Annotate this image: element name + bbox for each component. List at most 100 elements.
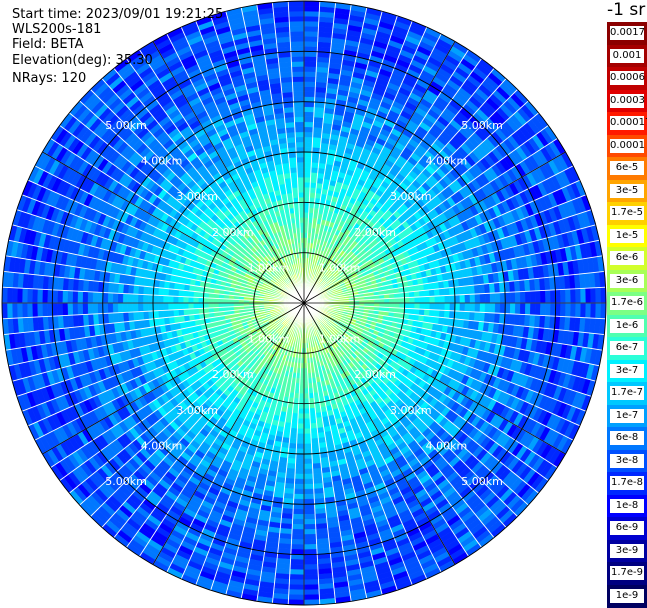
range-gate <box>304 172 311 177</box>
range-gate <box>310 187 316 193</box>
range-gate <box>450 303 455 311</box>
range-gate <box>439 288 445 296</box>
range-gate <box>304 444 312 449</box>
range-gate <box>304 97 315 102</box>
range-gate <box>289 585 304 590</box>
range-gate <box>311 428 318 434</box>
range-gate <box>295 469 304 474</box>
range-gate <box>469 312 475 321</box>
range-gate <box>291 418 298 424</box>
range-gate <box>520 291 525 303</box>
range-gate <box>304 117 314 122</box>
range-gate <box>311 433 318 439</box>
range-gate <box>289 595 305 601</box>
range-gate <box>400 303 405 308</box>
range-gate <box>304 1 320 6</box>
range-gate <box>581 303 586 318</box>
range-gate <box>545 303 550 316</box>
range-gate <box>304 182 310 187</box>
range-gate <box>565 303 570 317</box>
range-gate <box>304 514 315 519</box>
range-gate <box>304 585 319 590</box>
range-gate <box>304 574 319 579</box>
range-gate <box>470 303 475 312</box>
range-gate <box>425 296 430 303</box>
range-gate <box>445 303 450 311</box>
range-gate <box>525 303 530 315</box>
range-gate <box>304 499 315 504</box>
range-gate <box>459 311 465 320</box>
range-gate <box>591 288 596 303</box>
range-gate <box>291 549 304 554</box>
range-gate <box>405 303 410 309</box>
range-gate <box>581 288 586 303</box>
range-gate <box>299 388 304 393</box>
range-gate <box>299 399 304 404</box>
range-gate <box>540 290 545 303</box>
range-gate <box>304 549 317 554</box>
range-gate <box>429 289 435 296</box>
range-gate <box>291 423 298 429</box>
range-gate <box>292 524 304 529</box>
range-gate <box>475 294 480 303</box>
range-gate <box>310 408 316 414</box>
range-gate <box>460 295 465 303</box>
range-gate <box>304 454 312 459</box>
range-gate <box>586 288 591 303</box>
range-gate <box>565 289 570 303</box>
range-gate <box>439 310 445 318</box>
range-gate <box>304 569 318 574</box>
range-gate <box>291 544 304 549</box>
range-gate <box>297 429 304 434</box>
range-gate <box>310 192 316 198</box>
range-gate <box>530 291 535 303</box>
range-gate <box>410 297 415 303</box>
range-gate <box>304 41 318 46</box>
range-gate <box>495 303 500 313</box>
range-gate <box>294 489 304 494</box>
range-gate <box>311 443 319 449</box>
range-gate <box>440 303 445 310</box>
range-gate <box>295 464 304 469</box>
range-gate <box>560 303 565 317</box>
range-gate <box>409 291 415 297</box>
range-gate <box>445 295 450 303</box>
range-gate <box>490 293 495 303</box>
range-gate <box>424 309 430 316</box>
range-gate <box>304 595 320 601</box>
range-gate <box>395 303 400 308</box>
range-gate <box>299 404 305 409</box>
range-gate <box>464 311 470 320</box>
range-gate <box>540 303 545 316</box>
range-gate <box>304 152 312 157</box>
range-gate <box>289 580 304 585</box>
range-gate <box>414 291 420 297</box>
range-gate <box>298 409 304 414</box>
range-gate <box>460 303 465 311</box>
range-gate <box>304 132 313 137</box>
range-gate <box>312 142 321 148</box>
range-gate <box>304 404 310 409</box>
range-gate <box>480 294 485 304</box>
range-gate <box>304 77 316 82</box>
range-gate <box>535 291 540 303</box>
range-gate <box>304 177 311 182</box>
range-gate <box>419 290 425 297</box>
range-gate <box>419 309 425 316</box>
range-gate <box>304 192 310 197</box>
range-gate <box>420 297 425 303</box>
range-gate <box>424 290 430 297</box>
range-gate <box>295 479 305 484</box>
range-gate <box>311 167 318 173</box>
range-gate <box>304 187 310 192</box>
range-gate <box>575 303 580 318</box>
range-gate <box>304 122 314 127</box>
range-gate <box>304 202 309 207</box>
range-gate <box>596 288 602 304</box>
range-gate <box>287 458 296 464</box>
range-gate <box>405 298 410 304</box>
range-gate <box>304 92 315 97</box>
range-gate <box>510 292 515 303</box>
range-gate <box>304 72 316 77</box>
range-gate <box>304 147 312 152</box>
